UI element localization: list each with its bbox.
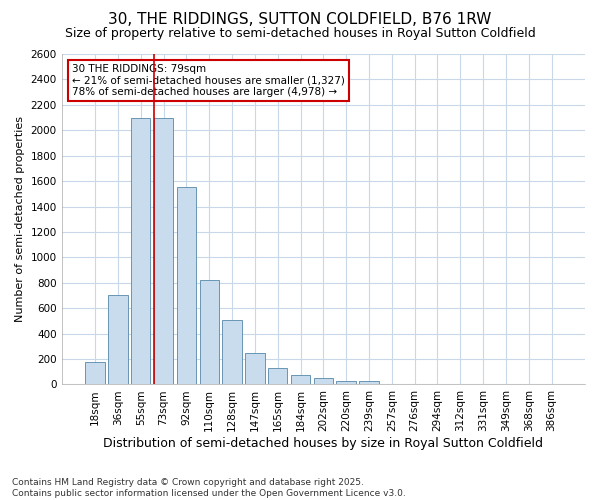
Bar [359, 380, 379, 384]
Bar [291, 375, 310, 384]
Bar [85, 362, 105, 384]
Text: Contains HM Land Registry data © Crown copyright and database right 2025.
Contai: Contains HM Land Registry data © Crown c… [12, 478, 406, 498]
Bar [223, 320, 242, 384]
Bar [108, 296, 128, 384]
Text: Size of property relative to semi-detached houses in Royal Sutton Coldfield: Size of property relative to semi-detach… [65, 28, 535, 40]
Bar [154, 118, 173, 384]
X-axis label: Distribution of semi-detached houses by size in Royal Sutton Coldfield: Distribution of semi-detached houses by … [103, 437, 544, 450]
Bar [131, 118, 151, 384]
Y-axis label: Number of semi-detached properties: Number of semi-detached properties [15, 116, 25, 322]
Bar [314, 378, 333, 384]
Bar [337, 380, 356, 384]
Bar [177, 188, 196, 384]
Text: 30 THE RIDDINGS: 79sqm
← 21% of semi-detached houses are smaller (1,327)
78% of : 30 THE RIDDINGS: 79sqm ← 21% of semi-det… [72, 64, 345, 97]
Text: 30, THE RIDDINGS, SUTTON COLDFIELD, B76 1RW: 30, THE RIDDINGS, SUTTON COLDFIELD, B76 … [109, 12, 491, 28]
Bar [245, 352, 265, 384]
Bar [268, 368, 287, 384]
Bar [200, 280, 219, 384]
